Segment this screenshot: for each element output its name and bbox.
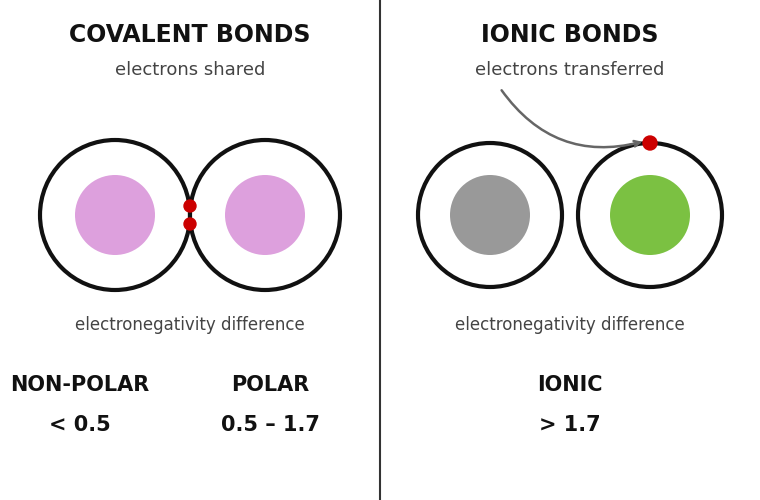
Circle shape — [75, 175, 155, 255]
Circle shape — [184, 200, 196, 212]
Text: > 1.7: > 1.7 — [539, 415, 601, 435]
Text: < 0.5: < 0.5 — [49, 415, 111, 435]
Circle shape — [610, 175, 690, 255]
Text: electronegativity difference: electronegativity difference — [455, 316, 685, 334]
Circle shape — [40, 140, 190, 290]
Text: 0.5 – 1.7: 0.5 – 1.7 — [220, 415, 319, 435]
Circle shape — [190, 140, 340, 290]
Circle shape — [225, 175, 305, 255]
Text: NON-POLAR: NON-POLAR — [11, 375, 150, 395]
Text: IONIC BONDS: IONIC BONDS — [481, 23, 659, 47]
Text: electrons transferred: electrons transferred — [475, 61, 665, 79]
Text: POLAR: POLAR — [231, 375, 309, 395]
Circle shape — [578, 143, 722, 287]
Text: COVALENT BONDS: COVALENT BONDS — [69, 23, 311, 47]
Circle shape — [643, 136, 657, 150]
Text: electrons shared: electrons shared — [115, 61, 265, 79]
Circle shape — [418, 143, 562, 287]
Circle shape — [184, 218, 196, 230]
Circle shape — [450, 175, 530, 255]
Text: electronegativity difference: electronegativity difference — [75, 316, 305, 334]
Text: IONIC: IONIC — [537, 375, 603, 395]
